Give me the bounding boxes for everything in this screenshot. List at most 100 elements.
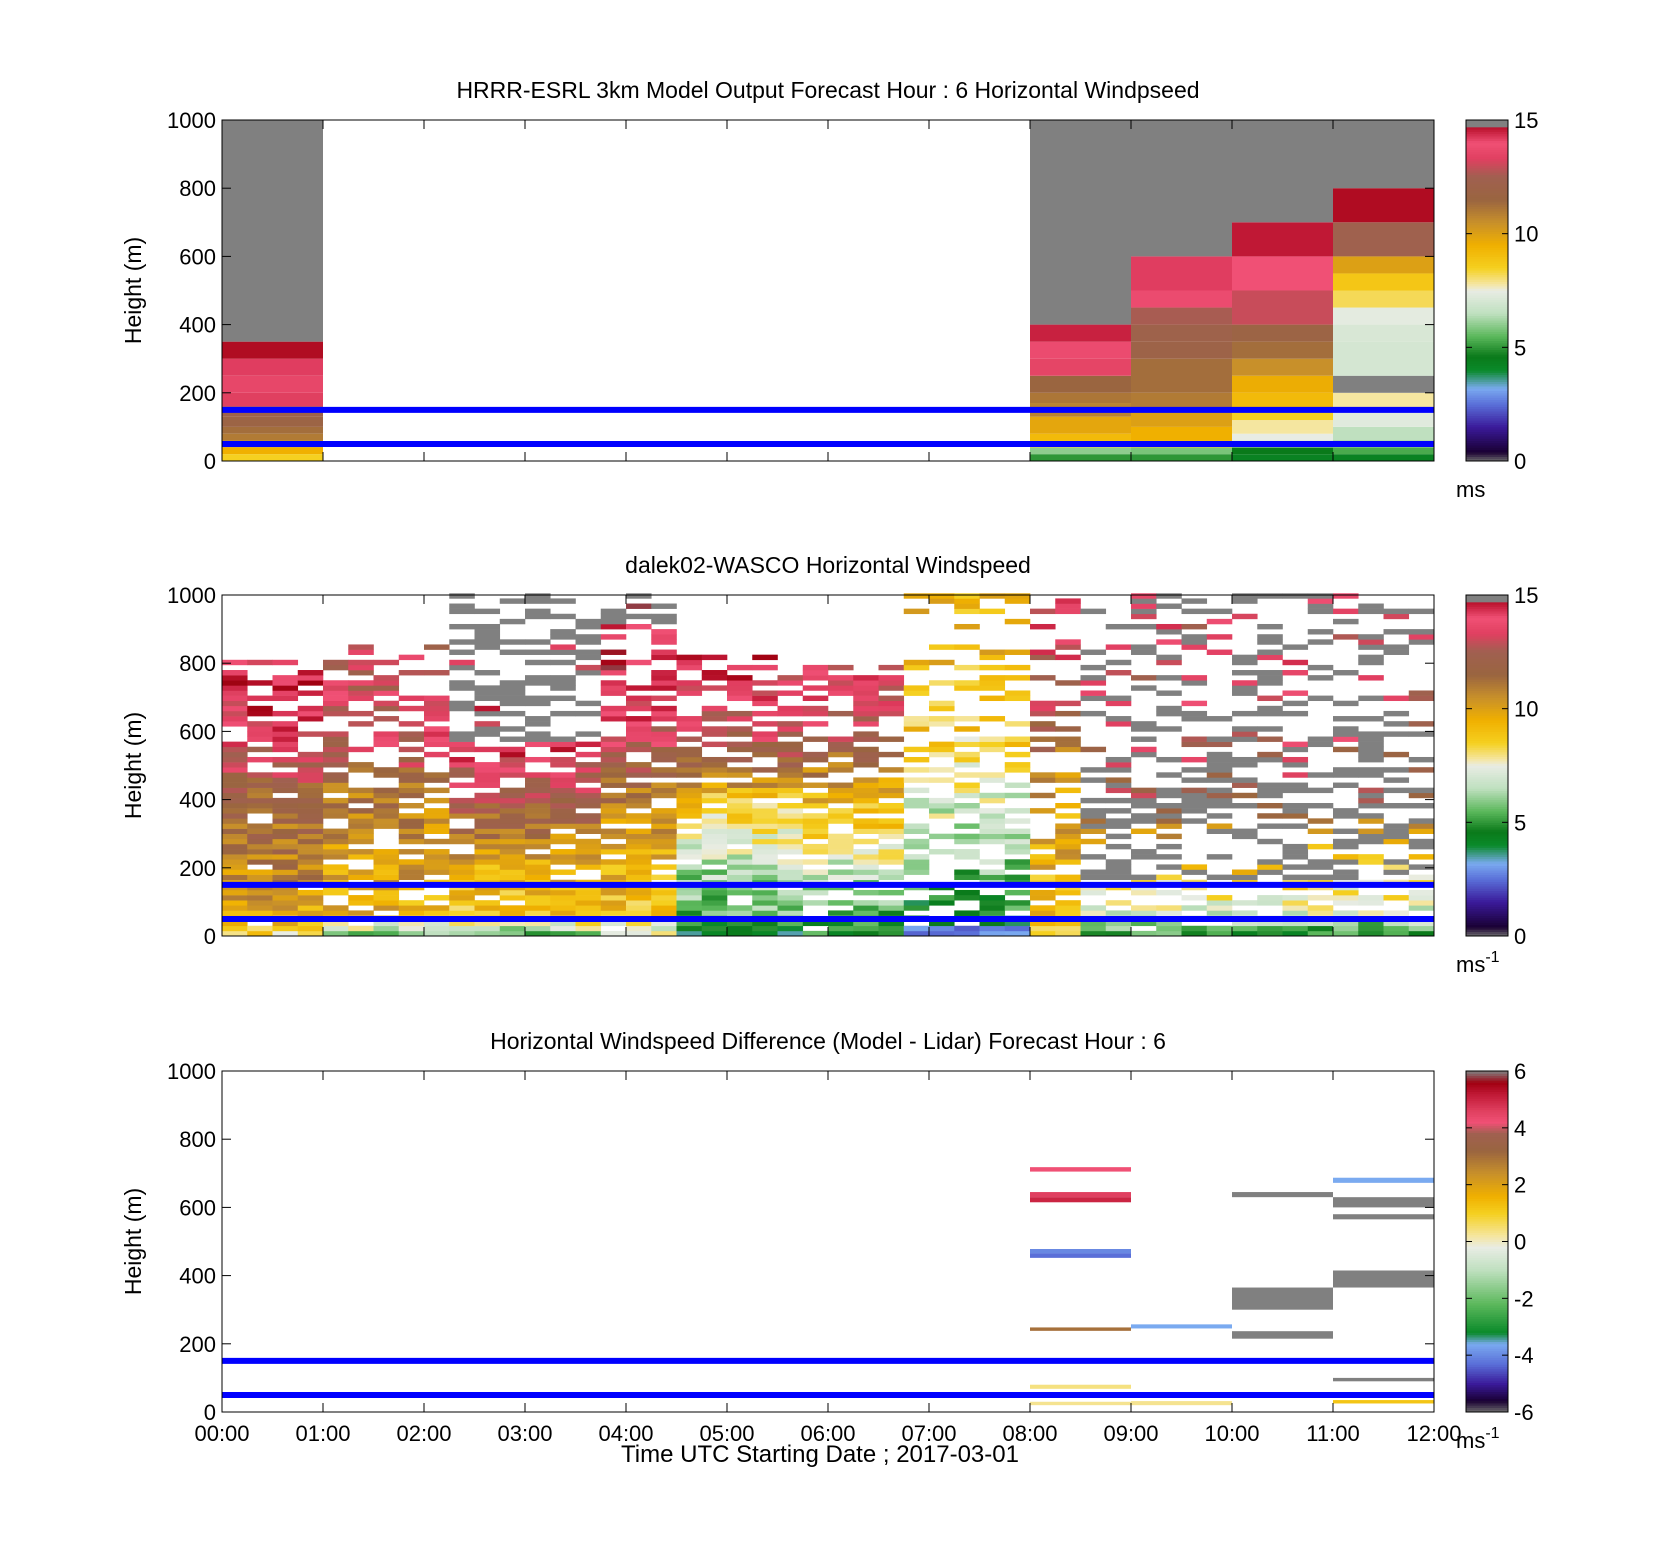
colorbar-swatch — [1466, 847, 1508, 851]
heatmap-cell — [575, 889, 602, 896]
heatmap-cell — [878, 675, 905, 681]
heatmap-cell — [1030, 777, 1056, 783]
colorbar-swatch — [1466, 745, 1508, 748]
colorbar-swatch — [1466, 320, 1508, 323]
colorbar-swatch — [1466, 447, 1508, 451]
colorbar-swatch — [1466, 390, 1508, 394]
heatmap-cell — [828, 792, 854, 799]
colorbar-tick-label: 2 — [1514, 1173, 1526, 1198]
heatmap-cell — [626, 818, 652, 824]
heatmap-cell — [777, 818, 804, 824]
heatmap-cell — [525, 792, 551, 799]
heatmap-cell — [600, 670, 627, 676]
heatmap-cell — [1105, 930, 1132, 937]
heatmap-cell — [222, 869, 248, 875]
colorbar-swatch — [1466, 295, 1508, 298]
heatmap-cell — [1257, 680, 1283, 686]
heatmap-cell — [272, 895, 299, 901]
heatmap-cell — [1383, 833, 1410, 840]
heatmap-cell — [272, 726, 299, 732]
colorbar-swatch — [1466, 215, 1508, 219]
heatmap-cell — [802, 756, 829, 763]
heatmap-cell — [651, 603, 677, 609]
heatmap-cell — [954, 823, 980, 829]
heatmap-cell — [373, 874, 400, 881]
heatmap-cell — [297, 690, 324, 696]
heatmap-cell — [727, 675, 753, 681]
heatmap-cell — [853, 777, 879, 783]
heatmap-cell — [398, 695, 425, 702]
heatmap-cell — [701, 925, 728, 932]
colorbar-swatch — [1466, 283, 1508, 287]
heatmap-cell — [1156, 593, 1182, 599]
colorbar-swatch — [1466, 274, 1508, 278]
heatmap-cell — [727, 767, 753, 773]
heatmap-cell — [979, 675, 1006, 681]
heatmap-cell — [1156, 675, 1182, 681]
heatmap-cell — [499, 905, 526, 911]
heatmap-cell — [449, 756, 475, 763]
heatmap-cell — [1004, 828, 1031, 834]
heatmap-cell — [348, 900, 374, 906]
heatmap-cell — [550, 797, 576, 804]
heatmap-cell — [1333, 910, 1359, 916]
heatmap-cell — [1030, 433, 1131, 441]
colorbar-swatch — [1466, 1180, 1508, 1183]
heatmap-cell — [1181, 905, 1208, 911]
heatmap-cell — [777, 859, 804, 865]
heatmap-cell — [323, 930, 349, 937]
heatmap-cell — [1257, 859, 1283, 865]
heatmap-cell — [1181, 634, 1208, 640]
heatmap-cell — [499, 838, 526, 845]
heatmap-cell — [424, 736, 450, 742]
heatmap-cell — [1105, 818, 1132, 824]
colorbar-swatch — [1466, 779, 1508, 782]
heatmap-cell — [1282, 782, 1309, 788]
heatmap-cell — [398, 787, 425, 794]
heatmap-cell — [853, 710, 879, 717]
heatmap-cell — [348, 797, 374, 804]
heatmap-cell — [1030, 608, 1056, 615]
y-tick-label: 1000 — [167, 108, 216, 133]
x-tick-label: 01:00 — [295, 1421, 350, 1446]
heatmap-cell — [1131, 828, 1157, 834]
heatmap-cell — [297, 818, 324, 824]
heatmap-cell — [878, 680, 905, 686]
heatmap-cell — [1232, 324, 1333, 342]
colorbar-swatch — [1466, 367, 1508, 371]
heatmap-cell — [297, 787, 324, 794]
heatmap-cell — [651, 874, 677, 881]
heatmap-cell — [373, 854, 400, 860]
heatmap-cell — [323, 797, 349, 804]
heatmap-cell — [449, 603, 475, 609]
heatmap-cell — [1333, 256, 1434, 274]
colorbar-swatch — [1466, 1082, 1508, 1086]
heatmap-cell — [323, 746, 349, 753]
heatmap-cell — [449, 746, 475, 753]
heatmap-cell — [777, 803, 804, 809]
heatmap-cell — [1004, 741, 1031, 748]
heatmap-cell — [1333, 341, 1434, 376]
heatmap-cell — [424, 813, 450, 819]
heatmap-cell — [853, 869, 879, 875]
heatmap-cell — [575, 787, 602, 794]
heatmap-cell — [701, 675, 728, 681]
colorbar-swatch — [1466, 804, 1508, 807]
heatmap-cell — [651, 930, 677, 937]
heatmap-cell — [1257, 823, 1283, 829]
heatmap-cell — [701, 869, 728, 875]
heatmap-cell — [600, 608, 627, 615]
heatmap-cell — [752, 792, 778, 799]
heatmap-cell — [1333, 874, 1359, 881]
heatmap-cell — [323, 889, 349, 896]
heatmap-cell — [222, 777, 248, 783]
heatmap-cell — [424, 772, 450, 778]
heatmap-cell — [727, 920, 753, 927]
colorbar-swatch — [1466, 599, 1508, 603]
heatmap-cell — [348, 838, 374, 845]
heatmap-cell — [1333, 670, 1359, 676]
heatmap-cell — [550, 823, 576, 829]
heatmap-cell — [247, 710, 273, 717]
heatmap-cell — [1358, 854, 1384, 860]
heatmap-cell — [802, 920, 829, 927]
